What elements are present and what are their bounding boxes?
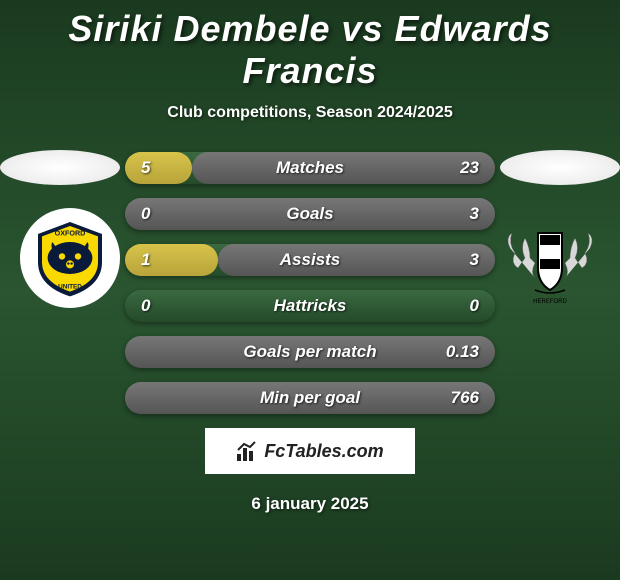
stat-right-value: 766 bbox=[451, 388, 479, 408]
stat-row-goals: 0 Goals 3 bbox=[125, 198, 495, 230]
subtitle: Club competitions, Season 2024/2025 bbox=[0, 104, 620, 122]
stat-left-fill bbox=[125, 152, 192, 184]
stat-row-matches: 5 Matches 23 bbox=[125, 152, 495, 184]
right-player-ellipse bbox=[500, 150, 620, 185]
stat-label: Hattricks bbox=[274, 296, 347, 316]
left-team-crest: OXFORD UNITED bbox=[20, 208, 120, 308]
fctables-label: FcTables.com bbox=[264, 441, 383, 462]
oxford-united-crest-icon: OXFORD UNITED bbox=[20, 208, 120, 308]
fctables-chart-icon bbox=[236, 440, 258, 462]
stat-label: Goals bbox=[286, 204, 333, 224]
stat-label: Matches bbox=[276, 158, 344, 178]
stat-left-fill bbox=[125, 244, 218, 276]
stat-left-value: 0 bbox=[141, 204, 150, 224]
right-team-crest: HEREFORD bbox=[500, 208, 600, 308]
stat-right-value: 3 bbox=[470, 204, 479, 224]
stat-row-assists: 1 Assists 3 bbox=[125, 244, 495, 276]
stat-label: Min per goal bbox=[260, 388, 360, 408]
svg-text:UNITED: UNITED bbox=[58, 283, 82, 290]
left-player-ellipse bbox=[0, 150, 120, 185]
stat-right-value: 3 bbox=[470, 250, 479, 270]
date-label: 6 january 2025 bbox=[0, 494, 620, 514]
stat-left-value: 0 bbox=[141, 296, 150, 316]
stat-right-value: 23 bbox=[460, 158, 479, 178]
stat-row-goals-per-match: Goals per match 0.13 bbox=[125, 336, 495, 368]
stats-bars: 5 Matches 23 0 Goals 3 1 Assists 3 0 Hattricks 0 Goa… bbox=[125, 150, 495, 414]
stat-left-value: 1 bbox=[141, 250, 150, 270]
stat-right-value: 0 bbox=[470, 296, 479, 316]
stat-row-min-per-goal: Min per goal 766 bbox=[125, 382, 495, 414]
stat-row-hattricks: 0 Hattricks 0 bbox=[125, 290, 495, 322]
stat-label: Goals per match bbox=[243, 342, 376, 362]
stat-label: Assists bbox=[280, 250, 340, 270]
stat-left-value: 5 bbox=[141, 158, 150, 178]
stat-right-value: 0.13 bbox=[446, 342, 479, 362]
comparison-content: OXFORD UNITED HERE bbox=[0, 150, 620, 414]
page-title: Siriki Dembele vs Edwards Francis bbox=[0, 0, 620, 92]
fctables-logo: FcTables.com bbox=[205, 428, 415, 474]
stat-right-fill bbox=[218, 244, 496, 276]
svg-text:HEREFORD: HEREFORD bbox=[533, 299, 567, 305]
hereford-crest-icon: HEREFORD bbox=[500, 208, 600, 308]
svg-text:OXFORD: OXFORD bbox=[55, 229, 86, 238]
